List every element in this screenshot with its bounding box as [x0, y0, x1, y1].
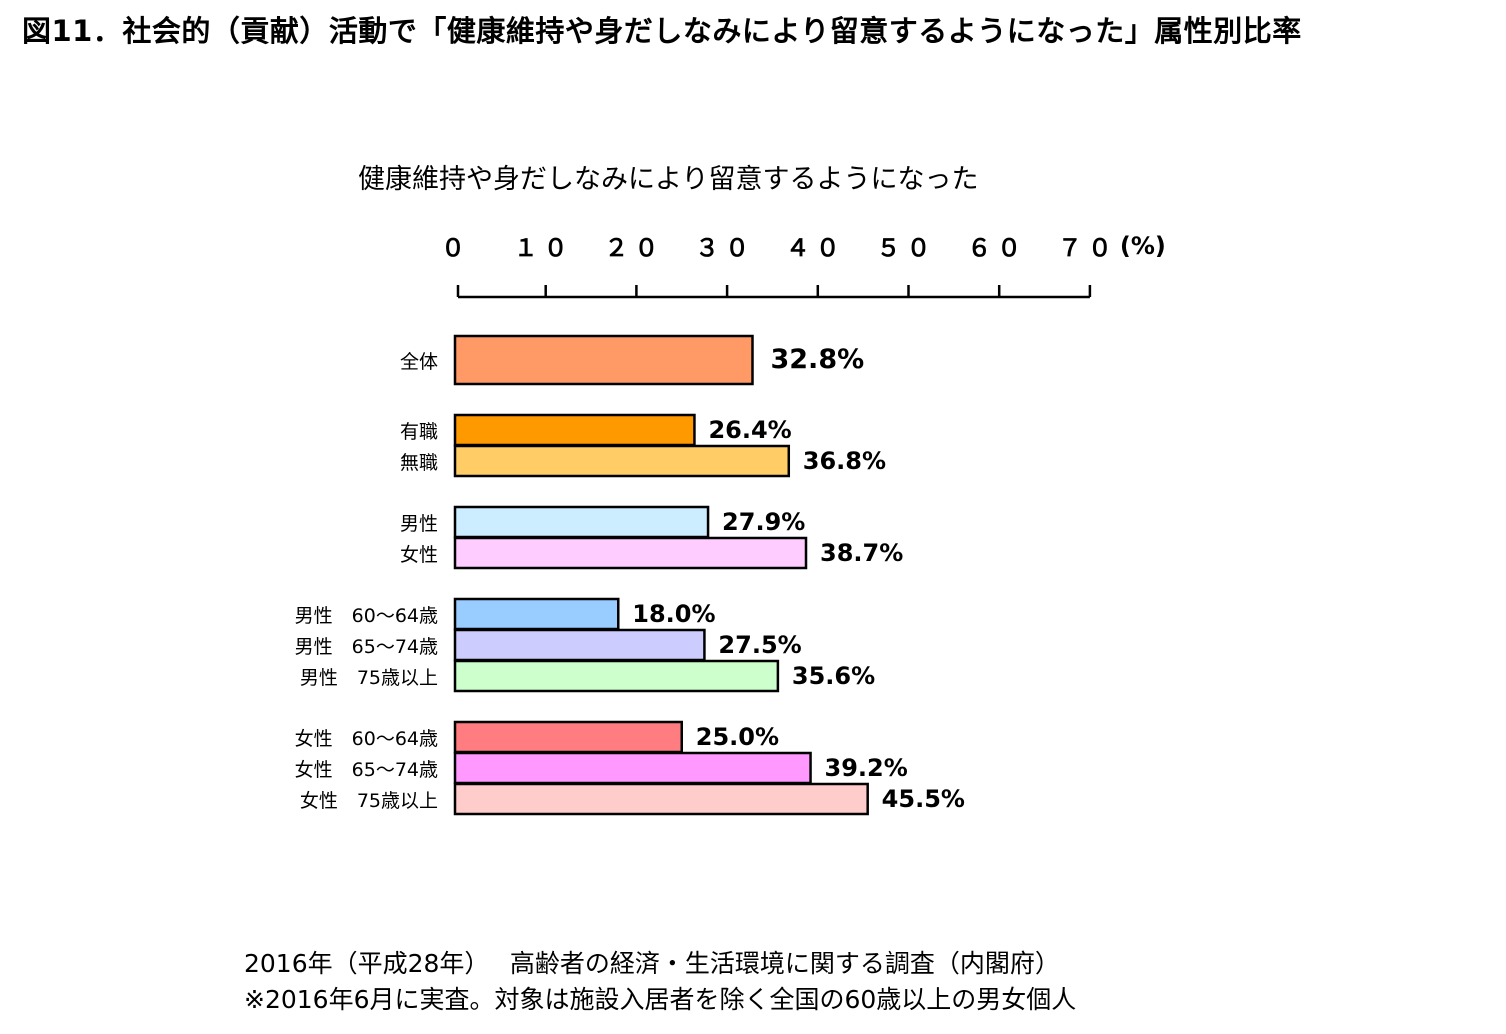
category-label: 有職 [400, 421, 438, 443]
value-label: 39.2% [825, 754, 908, 782]
category-label: 女性 75歳以上 [300, 790, 438, 812]
bar [453, 782, 869, 816]
bar [453, 659, 780, 693]
value-label: 18.0% [632, 600, 715, 628]
x-tick-label: ３０ [695, 234, 755, 262]
category-label: 男性 65～74歳 [295, 636, 438, 658]
x-tick-label: ４０ [786, 234, 846, 262]
x-tick-label: ６０ [967, 234, 1027, 262]
category-label: 全体 [400, 351, 438, 373]
bar [453, 536, 808, 570]
value-label: 27.9% [722, 508, 805, 536]
bar [453, 413, 696, 447]
x-unit-label: (%) [1120, 232, 1166, 260]
bar [453, 505, 710, 539]
value-labels: 32.8% 26.4% 36.8% 27.9% 38.7% 18.0%27.5% 35.6%… [632, 344, 965, 813]
category-label: 男性 [400, 513, 438, 535]
x-tick-label: １０ [514, 234, 574, 262]
value-label: 27.5% [718, 631, 801, 659]
bar [453, 628, 706, 662]
value-label: 32.8% [770, 344, 864, 375]
category-label: 女性 65～74歳 [295, 759, 438, 781]
value-label: 25.0% [696, 723, 779, 751]
value-label: 35.6% [792, 662, 875, 690]
bars [453, 334, 869, 816]
category-label: 女性 60～64歳 [295, 728, 438, 750]
category-label: 無職 [400, 452, 438, 474]
x-axis: ０ １０ ２０ ３０ ４０ ５０ ６０ ７０ (%) [441, 232, 1166, 299]
value-label: 38.7% [820, 539, 903, 567]
value-label: 36.8% [803, 447, 886, 475]
category-label: 男性 60～64歳 [295, 605, 438, 627]
bar [453, 720, 683, 754]
bar [453, 597, 620, 631]
source-note: 2016年（平成28年） 高齢者の経済・生活環境に関する調査（内閣府） [244, 949, 1060, 978]
figure-title: 図11．社会的（貢献）活動で「健康維持や身だしなみにより留意するようになった」属… [22, 14, 1302, 48]
bar [453, 751, 812, 785]
chart-title: 健康維持や身だしなみにより留意するようになった [358, 164, 978, 195]
x-tick-label: ７０ [1058, 234, 1118, 262]
bar [453, 334, 754, 386]
survey-note: ※2016年6月に実査。対象は施設入居者を除く全国の60歳以上の男女個人 [244, 985, 1077, 1014]
value-label: 26.4% [708, 416, 791, 444]
bar [453, 444, 791, 478]
x-tick-label: ２０ [604, 234, 664, 262]
category-label: 女性 [400, 544, 438, 566]
value-label: 45.5% [882, 785, 965, 813]
x-tick-label: ５０ [877, 234, 937, 262]
category-label: 男性 75歳以上 [300, 667, 438, 689]
x-tick-label: ０ [441, 234, 471, 262]
